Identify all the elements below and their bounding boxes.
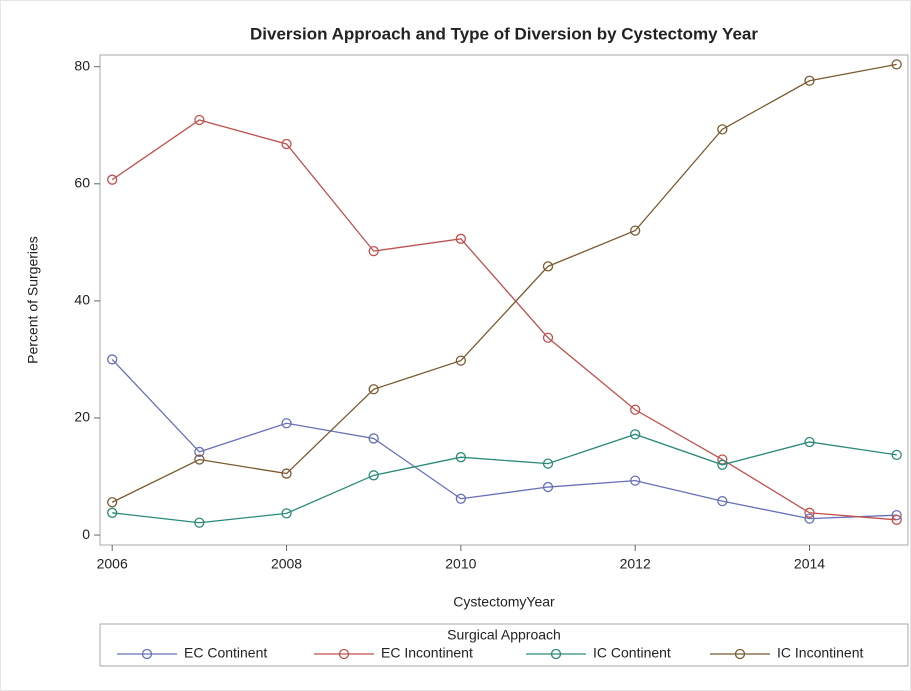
data-point [368, 384, 379, 395]
data-point [455, 355, 467, 366]
data-point [194, 517, 205, 528]
data-point [630, 404, 641, 415]
series-line [111, 119, 897, 521]
data-point [194, 454, 205, 465]
series-line [111, 63, 897, 503]
data-point [194, 446, 205, 458]
data-point [717, 495, 728, 507]
x-tick-label: 2014 [794, 556, 825, 572]
y-tick-label: 60 [74, 174, 90, 190]
data-point [281, 418, 292, 429]
data-point [107, 497, 118, 508]
x-tick-label: 2008 [271, 556, 302, 572]
data-point [281, 508, 292, 519]
y-axis-label: Percent of Surgeries [25, 236, 41, 364]
data-point [630, 225, 641, 236]
data-point [891, 59, 902, 70]
legend-label: IC Incontinent [777, 645, 863, 661]
chart-title: Diversion Approach and Type of Diversion… [250, 24, 758, 43]
data-point [107, 354, 118, 365]
data-point [107, 174, 118, 185]
x-tick-label: 2010 [445, 556, 476, 572]
legend-label: IC Continent [593, 645, 671, 661]
legend-label: EC Incontinent [381, 645, 473, 661]
data-point [455, 493, 467, 504]
legend-marker [141, 648, 153, 660]
data-point [107, 507, 118, 518]
data-point [717, 124, 728, 135]
legend-marker [734, 648, 746, 660]
data-point [281, 468, 292, 479]
data-point [804, 75, 815, 86]
data-point [194, 114, 205, 126]
data-point [455, 233, 467, 244]
data-point [630, 475, 641, 486]
data-point [542, 332, 554, 343]
x-axis-label: CystectomyYear [453, 594, 555, 610]
data-point [717, 454, 728, 465]
data-point [804, 507, 815, 518]
data-point [455, 452, 467, 463]
data-point [542, 481, 554, 493]
plot-frame [99, 54, 909, 546]
y-tick-label: 80 [74, 57, 90, 73]
x-tick-label: 2006 [97, 556, 128, 572]
legend-title: Surgical Approach [447, 627, 561, 643]
series-line [112, 433, 897, 524]
data-point [804, 436, 815, 448]
legend-box [99, 623, 909, 667]
data-point [542, 458, 554, 469]
data-point [542, 261, 554, 272]
data-point [630, 429, 641, 440]
data-point [717, 459, 728, 470]
legend-marker [550, 648, 562, 660]
x-tick-label: 2012 [620, 556, 651, 572]
data-point [368, 433, 379, 444]
y-tick-label: 40 [74, 292, 90, 308]
legend-label: EC Continent [184, 645, 267, 661]
y-tick-label: 0 [82, 526, 90, 542]
y-tick-label: 20 [74, 409, 90, 425]
legend-marker [338, 648, 350, 660]
data-point [891, 449, 902, 460]
data-point [368, 245, 379, 257]
data-point [891, 514, 902, 525]
data-point [368, 470, 379, 481]
series-line [111, 358, 897, 520]
data-point [804, 513, 815, 524]
data-point [281, 138, 292, 150]
